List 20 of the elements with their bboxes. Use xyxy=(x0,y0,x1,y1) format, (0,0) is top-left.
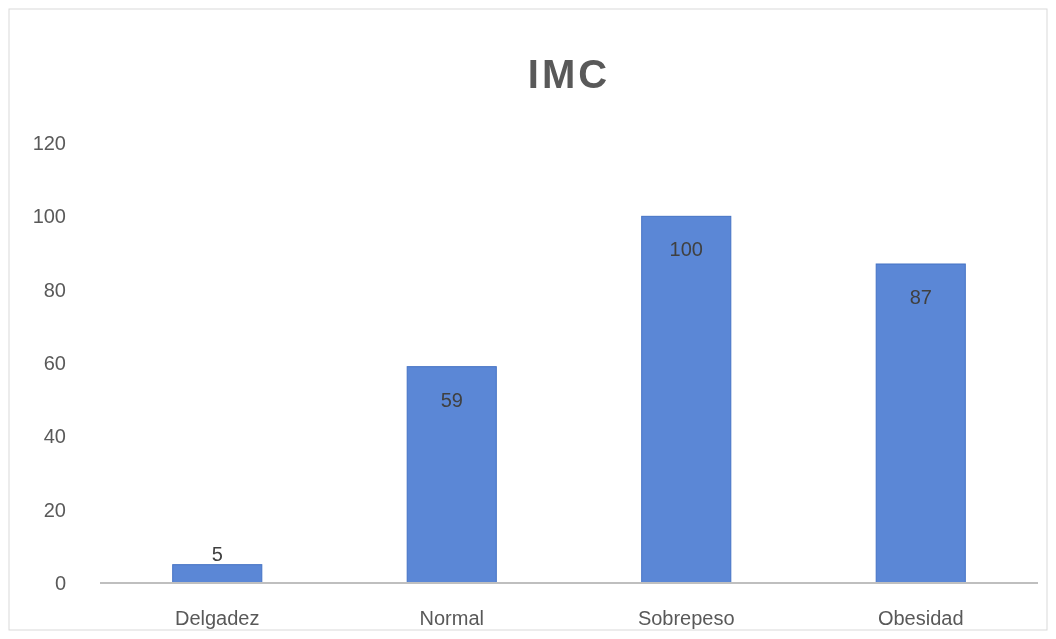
y-tick-label: 0 xyxy=(54,572,66,594)
y-tick-label: 120 xyxy=(32,132,66,154)
data-label: 59 xyxy=(440,388,463,411)
chart-title: IMC xyxy=(527,52,611,96)
y-tick-label: 100 xyxy=(32,205,66,228)
x-tick-label: Obesidad xyxy=(877,607,964,629)
y-tick-label: 80 xyxy=(43,278,66,301)
bar xyxy=(172,564,263,584)
bar xyxy=(641,215,732,584)
bar xyxy=(875,263,966,584)
data-label: 100 xyxy=(669,238,703,261)
x-tick-label: Normal xyxy=(419,607,484,629)
y-tick-label: 20 xyxy=(43,498,66,521)
data-label: 87 xyxy=(909,286,932,308)
bar xyxy=(406,366,497,584)
y-tick-label: 60 xyxy=(43,352,66,374)
x-tick-label: Delgadez xyxy=(174,607,260,629)
data-label: 5 xyxy=(211,542,223,565)
x-tick-label: Sobrepeso xyxy=(637,607,735,629)
y-tick-label: 40 xyxy=(43,425,66,448)
